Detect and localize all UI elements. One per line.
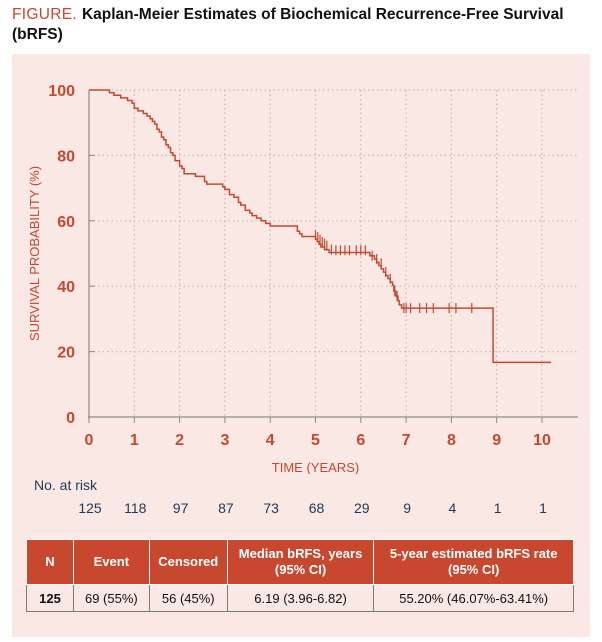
x-tick-label: 1 bbox=[130, 432, 139, 449]
x-axis-title: TIME (YEARS) bbox=[272, 460, 359, 474]
x-tick-label: 10 bbox=[533, 432, 551, 449]
header-median-brfs: Median bRFS, years (95% CI) bbox=[226, 539, 375, 585]
x-tick-label: 3 bbox=[220, 432, 229, 449]
risk-value: 1 bbox=[493, 500, 502, 516]
cell-5yr-rate: 55.20% (46.07%-63.41%) bbox=[373, 584, 574, 612]
x-tick-label: 8 bbox=[447, 432, 456, 449]
y-tick-label: 80 bbox=[57, 148, 75, 165]
figure-label: FIGURE. bbox=[12, 6, 77, 23]
x-tick-label: 7 bbox=[402, 432, 411, 449]
x-tick-label: 0 bbox=[85, 432, 94, 449]
y-axis-title: SURVIVAL PROBABILITY (%) bbox=[27, 166, 42, 341]
header-5yr-rate: 5-year estimated bRFS rate (95% CI) bbox=[373, 539, 574, 585]
risk-value: 87 bbox=[218, 500, 234, 516]
summary-table: N Event Censored Median bRFS, years (95%… bbox=[26, 539, 574, 612]
y-tick-label: 60 bbox=[57, 214, 75, 231]
figure-panel: 0 20 40 60 80 100 0 1 2 3 4 5 6 7 8 9 10 SURVIVAL PROBABI… bbox=[12, 54, 590, 637]
risk-value: 1 bbox=[539, 500, 547, 516]
cell-event: 69 (55%) bbox=[72, 584, 150, 612]
cell-n: 125 bbox=[26, 584, 74, 612]
cell-censored: 56 (45%) bbox=[148, 584, 228, 612]
x-tick-label: 9 bbox=[492, 432, 501, 449]
risk-value: 125 bbox=[78, 500, 102, 516]
x-tick-label: 2 bbox=[175, 432, 184, 449]
x-tick-label: 4 bbox=[266, 432, 275, 449]
table-row: 125 69 (55%) 56 (45%) 6.19 (3.96-6.82) 5… bbox=[26, 584, 574, 612]
y-tick-label: 100 bbox=[48, 83, 75, 100]
risk-value: 73 bbox=[263, 500, 279, 516]
header-censored: Censored bbox=[148, 539, 228, 585]
cell-median-brfs: 6.19 (3.96-6.82) bbox=[226, 584, 375, 612]
risk-label: No. at risk bbox=[34, 477, 98, 493]
risk-value: 29 bbox=[354, 500, 370, 516]
y-tick-label: 20 bbox=[57, 345, 75, 362]
km-curve bbox=[89, 89, 552, 364]
risk-value: 68 bbox=[308, 500, 325, 516]
header-n: N bbox=[26, 539, 74, 585]
risk-value: 9 bbox=[403, 500, 411, 516]
risk-value: 118 bbox=[124, 500, 147, 516]
x-tick-label: 5 bbox=[311, 432, 320, 449]
figure-title-text: Kaplan-Meier Estimates of Biochemical Re… bbox=[12, 6, 564, 43]
header-event: Event bbox=[72, 539, 150, 585]
figure-title: FIGURE. Kaplan-Meier Estimates of Biochem… bbox=[12, 5, 592, 45]
x-tick-label: 6 bbox=[356, 432, 365, 449]
y-tick-label: 40 bbox=[57, 279, 75, 296]
summary-table-header-row: N Event Censored Median bRFS, years (95%… bbox=[26, 539, 574, 585]
km-plot: 0 20 40 60 80 100 0 1 2 3 4 5 6 7 8 9 10 SURVIVAL PROBABI… bbox=[27, 83, 578, 474]
risk-value: 97 bbox=[172, 500, 189, 516]
risk-value: 4 bbox=[448, 500, 457, 516]
y-tick-label: 0 bbox=[66, 410, 75, 427]
